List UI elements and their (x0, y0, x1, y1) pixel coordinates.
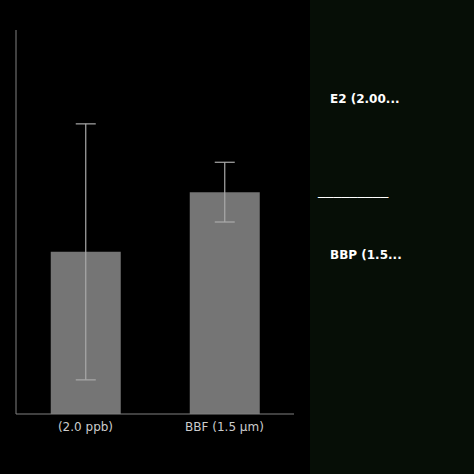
html-text:BBP (1.5...: BBP (1.5... (330, 248, 402, 262)
svg-text:(2.0 ppb): (2.0 ppb) (58, 420, 113, 434)
svg-text:BBF (1.5 μm): BBF (1.5 μm) (185, 420, 264, 434)
html-text:E2 (2.00...: E2 (2.00... (330, 92, 400, 106)
